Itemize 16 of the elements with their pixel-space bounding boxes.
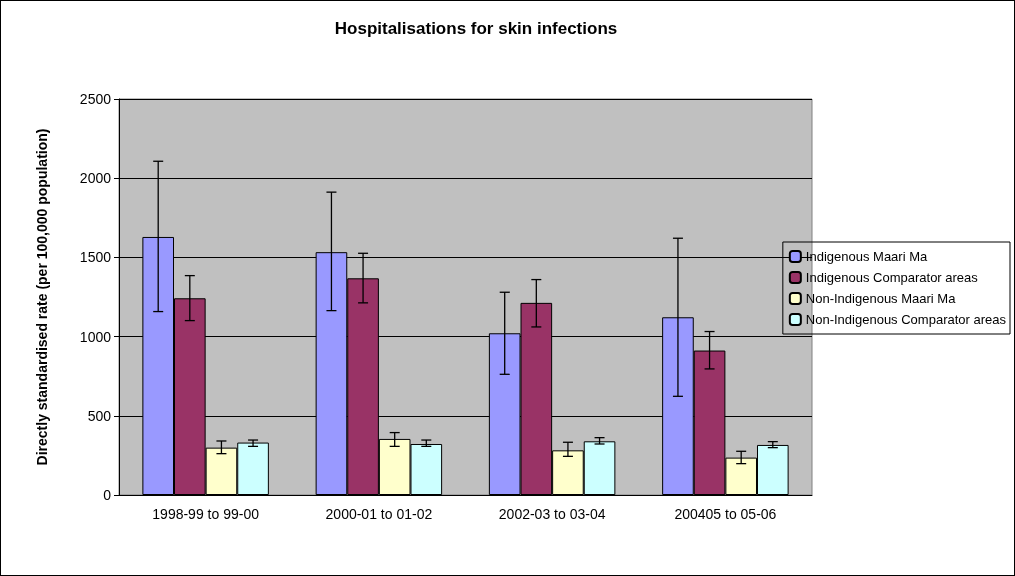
legend-label: Non-Indigenous Maari Ma xyxy=(805,291,957,306)
legend-label: Indigenous Comparator areas xyxy=(805,270,979,285)
y-tick-label: 500 xyxy=(87,407,112,424)
legend-label: Indigenous Maari Ma xyxy=(805,249,928,264)
y-tick-label: 2500 xyxy=(79,91,112,107)
legend-label: Non-Indigenous Comparator areas xyxy=(805,312,1007,327)
x-tick-label: 2000-01 to 01-02 xyxy=(325,506,433,522)
y-tick-label: 1000 xyxy=(79,328,112,345)
chart-title: Hospitalisations for skin infections xyxy=(334,19,618,38)
x-tick-label: 2002-03 to 03-04 xyxy=(498,506,606,522)
x-tick-label: 1998-99 to 99-00 xyxy=(152,506,260,522)
y-tick-label: 0 xyxy=(103,487,112,503)
y-tick-label: 2000 xyxy=(79,170,112,187)
y-axis-title: Directly standardised rate (per 100,000 population) xyxy=(34,128,50,466)
y-tick-label: 1500 xyxy=(79,249,112,266)
x-tick-label: 200405 to 05-06 xyxy=(674,506,777,522)
